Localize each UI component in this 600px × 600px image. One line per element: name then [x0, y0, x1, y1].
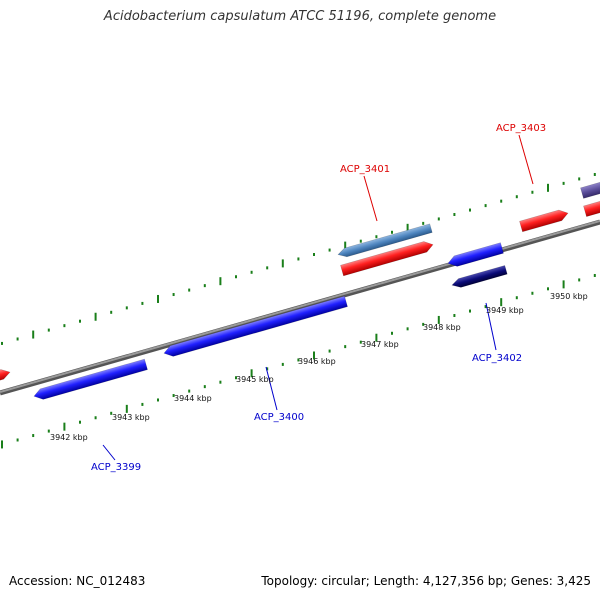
gene-label-acp-3399[interactable]: ACP_3399	[91, 462, 141, 473]
accession-text: Accession: NC_012483	[9, 574, 146, 588]
gene-label-acp-3402[interactable]: ACP_3402	[472, 353, 522, 364]
gene-acp-3399[interactable]	[32, 358, 148, 401]
gene-right-edge-purple[interactable]	[580, 180, 600, 199]
genome-summary-text: Topology: circular; Length: 4,127,356 bp…	[261, 574, 591, 588]
kbp-label: 3947 kbp	[361, 340, 399, 349]
gene-acp-3402[interactable]	[446, 242, 504, 269]
gene-acp-3400[interactable]	[162, 295, 348, 358]
kbp-label: 3946 kbp	[298, 357, 336, 366]
kbp-label: 3945 kbp	[236, 375, 274, 384]
gene-right-edge-red[interactable]	[583, 199, 600, 217]
gene-acp-3401[interactable]	[340, 239, 434, 277]
gene-label-acp-3401[interactable]: ACP_3401	[340, 164, 390, 175]
gene-left-edge[interactable]	[0, 367, 11, 386]
kbp-label: 3944 kbp	[174, 394, 212, 403]
kbp-label: 3943 kbp	[112, 413, 150, 422]
gene-label-acp-3400[interactable]: ACP_3400	[254, 412, 304, 423]
leader-acp-3402	[485, 302, 497, 351]
gene-acp-3402-cds[interactable]	[451, 265, 508, 289]
leader-acp-3400	[265, 366, 278, 411]
gene-acp-3403[interactable]	[519, 208, 569, 233]
kbp-label: 3948 kbp	[423, 323, 461, 332]
gene-acp-3401-cds[interactable]	[337, 223, 433, 259]
leader-acp-3401	[363, 175, 378, 222]
kbp-label: 3949 kbp	[486, 306, 524, 315]
leader-acp-3399	[102, 444, 116, 461]
reverse-tick-row	[1, 273, 596, 449]
leader-acp-3403	[518, 134, 534, 185]
kbp-label: 3950 kbp	[550, 292, 588, 301]
map-title: Acidobacterium capsulatum ATCC 51196, co…	[103, 9, 497, 24]
gene-label-acp-3403[interactable]: ACP_3403	[496, 123, 546, 134]
kbp-label: 3942 kbp	[50, 433, 88, 442]
